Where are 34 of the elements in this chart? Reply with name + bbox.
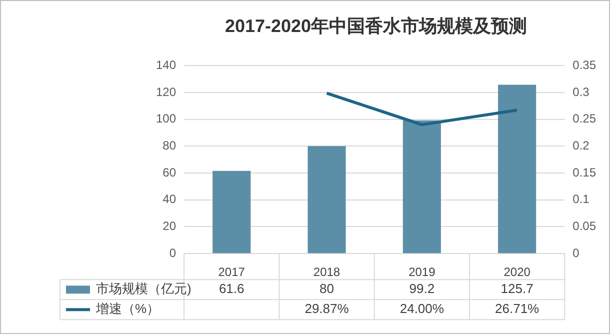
y2-tick-label: 0.25 [572,112,596,126]
data-label: 26.71% [495,301,540,316]
data-label: 29.87% [304,301,350,316]
y-tick-label: 120 [156,84,176,99]
y2-tick-label: 0.1 [572,192,590,206]
y-tick-label: 0 [169,246,176,260]
data-label: 99.2 [409,281,435,296]
bar [308,146,346,254]
x-tick-label: 2017 [218,265,246,280]
bar [402,120,441,254]
data-label: 61.6 [218,281,244,296]
y-tick-label: 40 [162,192,176,206]
y2-tick-label: 0.35 [572,58,596,72]
chart-title: 2017-2020年中国香水市场规模及预测 [224,16,528,36]
y-tick-label: 20 [162,219,176,234]
bar [498,84,536,254]
y2-tick-label: 0.15 [572,165,596,180]
y-tick-label: 100 [156,112,176,126]
y2-tick-label: 0 [572,246,580,260]
y2-tick-label: 0.05 [572,219,596,234]
y2-tick-label: 0.3 [572,84,590,99]
y-tick-label: 140 [156,58,176,72]
data-label: 24.00% [400,301,444,316]
data-label: 80 [320,281,334,296]
x-tick-label: 2019 [408,265,436,280]
data-label: 125.7 [500,281,534,296]
y2-tick-label: 0.2 [572,138,590,152]
x-tick-label: 2018 [313,265,340,280]
y-tick-label: 80 [162,138,176,152]
y-tick-label: 60 [162,165,176,180]
bar [212,170,251,254]
legend-label: 市场规模（亿元) [96,281,192,296]
legend-label: 增速（%） [95,301,160,316]
x-tick-label: 2020 [504,265,531,280]
